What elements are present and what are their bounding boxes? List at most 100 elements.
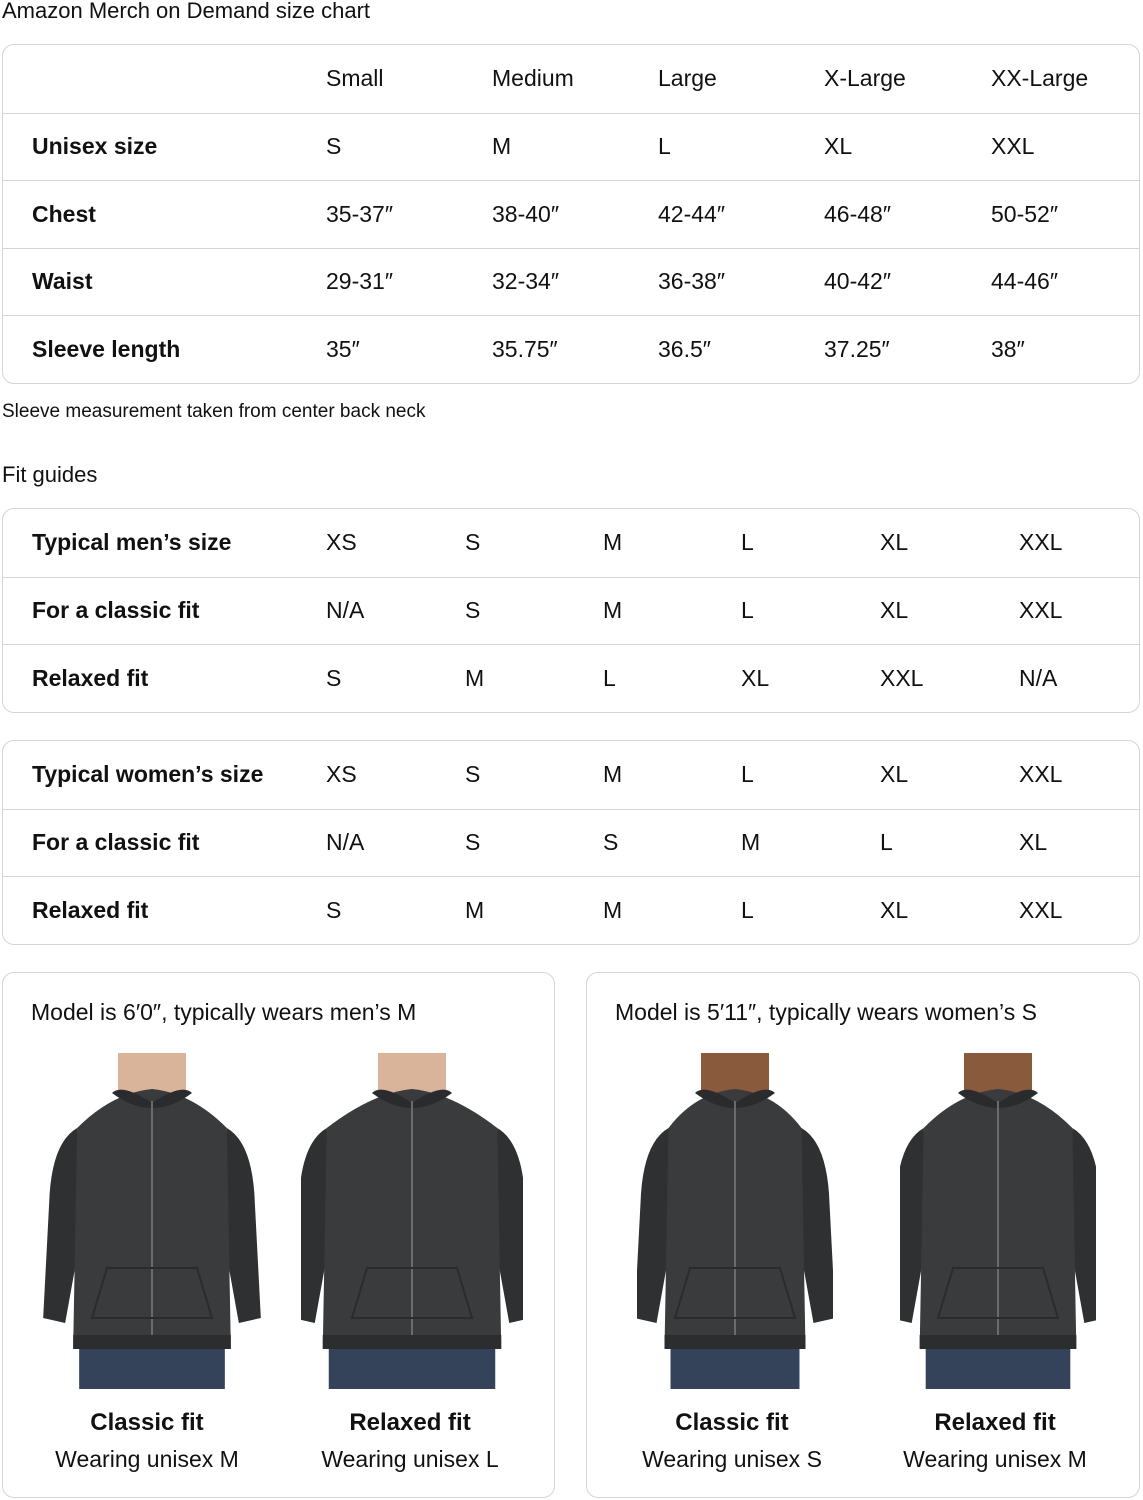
table-cell: XXL [880, 664, 924, 691]
table-cell: L [603, 664, 616, 691]
model-photo-relaxed-men [292, 1053, 532, 1394]
table-cell: L [741, 896, 754, 923]
model-photo-classic-men [43, 1053, 261, 1394]
table-cell: M [741, 829, 761, 856]
table-cell: 38″ [991, 335, 1025, 362]
table-cell: L [741, 597, 754, 624]
table-cell: S [603, 829, 619, 856]
table-row: Unisex size S M L XL XXL [3, 112, 1139, 181]
caption: Relaxed fit Wearing unisex M [855, 1409, 1135, 1473]
table-cell: S [465, 829, 481, 856]
row-label: Typical men’s size [32, 529, 232, 556]
table-cell: L [741, 529, 754, 556]
table-row: Relaxed fit S M L XL XXL N/A [3, 644, 1139, 712]
fit-label: Relaxed fit [349, 1409, 471, 1436]
men-model-card: Model is 6′0″, typically wears men’s M C… [2, 972, 555, 1498]
fit-label: Classic fit [675, 1409, 789, 1436]
table-cell: XL [824, 133, 853, 160]
row-label: Waist [32, 268, 93, 295]
table-cell: S [326, 896, 342, 923]
wearing-label: Wearing unisex L [321, 1446, 499, 1472]
table-cell: L [880, 829, 893, 856]
table-cell: 35-37″ [326, 200, 393, 227]
table-row: For a classic fit N/A S M L XL XXL [3, 576, 1139, 645]
table-cell: XS [326, 761, 357, 788]
table-cell: XXL [1019, 761, 1063, 788]
wearing-label: Wearing unisex M [55, 1446, 239, 1472]
row-label: For a classic fit [32, 597, 200, 624]
fit-label: Relaxed fit [934, 1409, 1056, 1436]
table-cell: S [465, 597, 481, 624]
table-cell: M [603, 896, 623, 923]
table-cell: S [326, 664, 342, 691]
caption: Classic fit Wearing unisex M [7, 1409, 287, 1473]
table-cell: M [492, 133, 512, 160]
table-cell: N/A [1019, 664, 1058, 691]
table-cell: 44-46″ [991, 268, 1058, 295]
women-model-card: Model is 5′11″, typically wears women’s … [586, 972, 1140, 1498]
column-header: Medium [492, 65, 574, 92]
table-cell: XL [741, 664, 770, 691]
size-chart-table: Small Medium Large X-Large XX-Large Unisex si… [2, 44, 1140, 384]
table-cell: 46-48″ [824, 200, 891, 227]
column-header: XX-Large [991, 65, 1089, 92]
table-cell: 40-42″ [824, 268, 891, 295]
table-cell: 29-31″ [326, 268, 393, 295]
row-label: For a classic fit [32, 829, 200, 856]
table-cell: S [326, 133, 342, 160]
table-cell: XXL [1019, 896, 1063, 923]
table-cell: M [603, 597, 623, 624]
row-label: Sleeve length [32, 335, 181, 362]
table-cell: XS [326, 529, 357, 556]
table-cell: XL [880, 896, 909, 923]
column-header: X-Large [824, 65, 906, 92]
table-cell: N/A [326, 597, 365, 624]
caption: Relaxed fit Wearing unisex L [270, 1409, 550, 1473]
table-row: Typical women’s size XS S M L XL XXL [3, 741, 1139, 809]
table-cell: 35″ [326, 335, 360, 362]
caption: Classic fit Wearing unisex S [592, 1409, 872, 1473]
header-row: Small Medium Large X-Large XX-Large [3, 45, 1139, 113]
row-label: Chest [32, 200, 96, 227]
table-row: Typical men’s size XS S M L XL XXL [3, 509, 1139, 577]
row-label: Relaxed fit [32, 664, 149, 691]
model-photo-relaxed-women [889, 1053, 1107, 1394]
table-cell: XL [880, 529, 909, 556]
table-cell: N/A [326, 829, 365, 856]
table-row: Waist 29-31″ 32-34″ 36-38″ 40-42″ 44-46″ [3, 247, 1139, 316]
table-cell: M [603, 761, 623, 788]
table-cell: 36-38″ [658, 268, 725, 295]
row-label: Typical women’s size [32, 761, 264, 788]
table-cell: M [465, 896, 485, 923]
table-cell: M [603, 529, 623, 556]
table-cell: 35.75″ [492, 335, 558, 362]
table-cell: 50-52″ [991, 200, 1058, 227]
table-cell: L [658, 133, 671, 160]
table-cell: 37.25″ [824, 335, 890, 362]
table-cell: S [465, 761, 481, 788]
row-label: Relaxed fit [32, 896, 149, 923]
fit-label: Classic fit [90, 1409, 204, 1436]
table-cell: XXL [991, 133, 1035, 160]
table-cell: L [741, 761, 754, 788]
table-cell: 38-40″ [492, 200, 559, 227]
table-cell: XL [880, 597, 909, 624]
table-cell: XXL [1019, 597, 1063, 624]
page-title: Amazon Merch on Demand size chart [2, 0, 371, 23]
model-photo-classic-women [634, 1053, 836, 1394]
mens-fit-table: Typical men’s size XS S M L XL XXL For a classi… [2, 508, 1140, 713]
womens-fit-table: Typical women’s size XS S M L XL XXL For a clas… [2, 740, 1140, 945]
card-title: Model is 5′11″, typically wears women’s … [615, 999, 1037, 1025]
table-cell: 42-44″ [658, 200, 725, 227]
fit-guides-heading: Fit guides [2, 462, 98, 487]
table-row: Chest 35-37″ 38-40″ 42-44″ 46-48″ 50-52″ [3, 180, 1139, 248]
table-cell: XXL [1019, 529, 1063, 556]
table-cell: XL [1019, 829, 1048, 856]
wearing-label: Wearing unisex S [642, 1446, 822, 1472]
table-cell: 32-34″ [492, 268, 559, 295]
sleeve-note: Sleeve measurement taken from center bac… [2, 401, 426, 422]
table-row: Sleeve length 35″ 35.75″ 36.5″ 37.25″ 38″ [3, 315, 1139, 383]
row-label: Unisex size [32, 133, 158, 160]
table-cell: M [465, 664, 485, 691]
table-cell: S [465, 529, 481, 556]
